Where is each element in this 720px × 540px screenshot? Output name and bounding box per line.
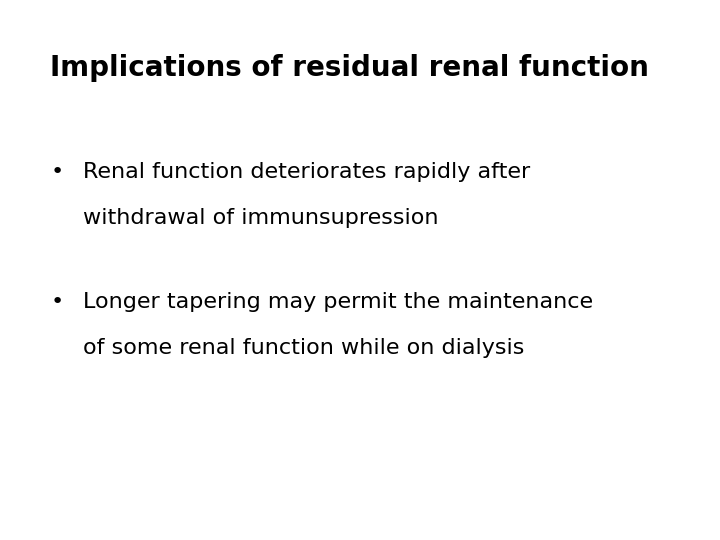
Text: •: • <box>50 162 63 182</box>
Text: of some renal function while on dialysis: of some renal function while on dialysis <box>83 338 524 357</box>
Text: Renal function deteriorates rapidly after: Renal function deteriorates rapidly afte… <box>83 162 530 182</box>
Text: Longer tapering may permit the maintenance: Longer tapering may permit the maintenan… <box>83 292 593 312</box>
Text: Implications of residual renal function: Implications of residual renal function <box>50 54 649 82</box>
Text: withdrawal of immunsupression: withdrawal of immunsupression <box>83 208 438 228</box>
Text: •: • <box>50 292 63 312</box>
